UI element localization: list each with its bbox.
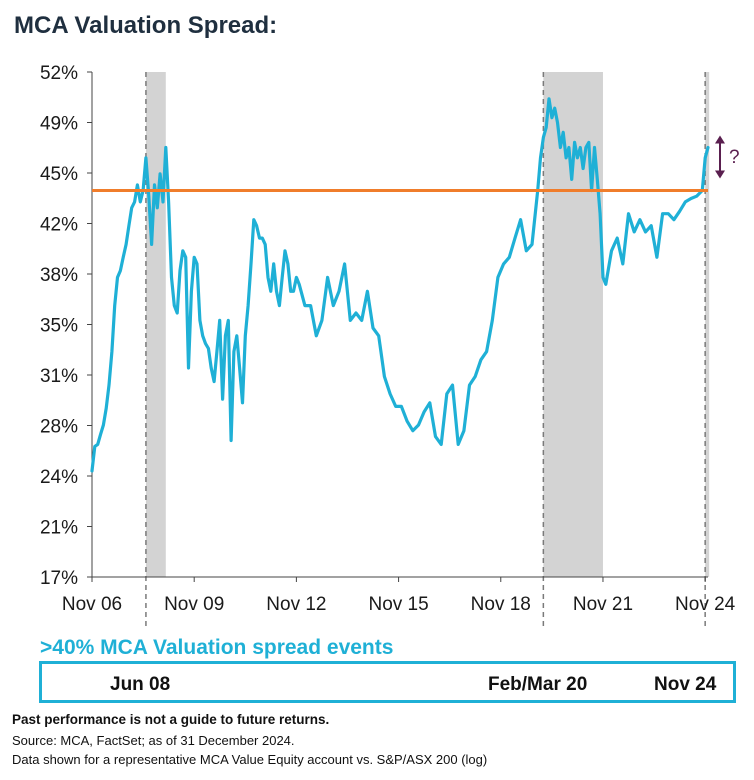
annotation-label: ? [729, 147, 740, 168]
events-box: Jun 08 Feb/Mar 20 Nov 24 [39, 661, 736, 703]
x-tick-label: Nov 21 [573, 594, 633, 615]
y-tick-label: 24% [40, 467, 78, 488]
y-tick-label: 35% [40, 316, 78, 337]
x-tick-label: Nov 09 [164, 594, 224, 615]
x-tick-label: Nov 18 [471, 594, 531, 615]
x-tick-label: Nov 06 [62, 594, 122, 615]
y-tick-label: 17% [40, 568, 78, 589]
y-tick-label: 49% [40, 114, 78, 135]
y-tick-label: 52% [40, 63, 78, 84]
valuation-spread-chart: 17% 21% 24% 28% 31% 35% 38% 42% 45% 49% 52% Nov 06 N… [40, 63, 740, 628]
annotation-arrow-head-down [715, 170, 725, 179]
y-tick-label: 28% [40, 417, 78, 438]
source-text: Source: MCA, FactSet; as of 31 December … [12, 733, 295, 748]
y-tick-label: 42% [40, 215, 78, 236]
x-tick-label: Nov 24 [675, 594, 736, 615]
event-label-jun-08: Jun 08 [110, 674, 171, 695]
page-title: MCA Valuation Spread: [14, 12, 278, 39]
event-label-feb-mar-20: Feb/Mar 20 [488, 674, 588, 695]
note-text: Data shown for a representative MCA Valu… [12, 752, 488, 767]
y-tick-label: 21% [40, 518, 78, 539]
events-title: >40% MCA Valuation spread events [40, 636, 394, 659]
shaded-period-2 [705, 72, 710, 577]
disclaimer-text: Past performance is not a guide to futur… [12, 712, 330, 727]
y-tick-label: 38% [40, 265, 78, 286]
y-tick-label: 31% [40, 366, 78, 387]
annotation-arrow-head-up [715, 135, 725, 144]
y-tick-label: 45% [40, 164, 78, 185]
event-label-nov-24: Nov 24 [654, 674, 717, 695]
series-line-0 [90, 97, 710, 473]
x-tick-label: Nov 15 [368, 594, 428, 615]
x-tick-label: Nov 12 [266, 594, 326, 615]
shaded-period-0 [145, 72, 166, 577]
